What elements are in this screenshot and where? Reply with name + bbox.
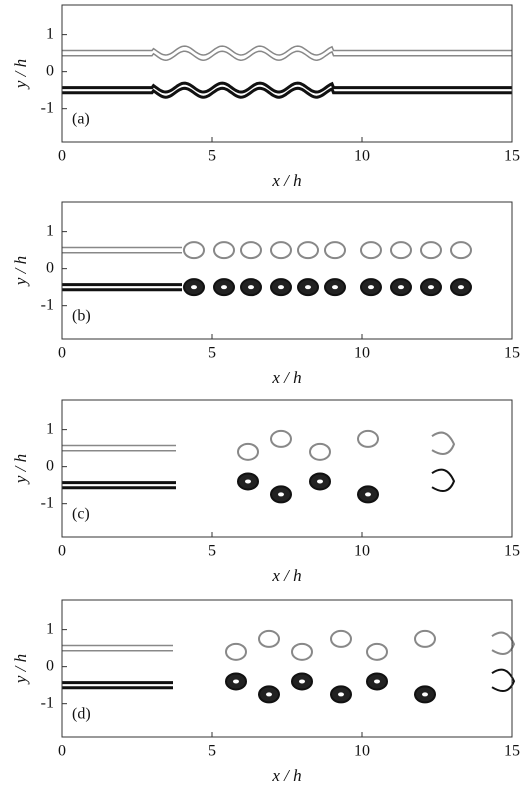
vortex-core — [233, 679, 239, 684]
vortex — [237, 442, 259, 461]
vortex — [309, 442, 331, 461]
vortex — [390, 241, 412, 260]
vortex-core — [248, 285, 254, 290]
x-tick-label: 5 — [208, 543, 216, 560]
plot-frame — [61, 201, 513, 340]
x-tick-label: 15 — [504, 743, 520, 760]
vortex-core — [305, 285, 311, 290]
vortex — [258, 629, 280, 648]
y-axis-label: y / h — [11, 654, 30, 685]
vortex-core — [422, 692, 428, 697]
y-tick-label: 0 — [46, 62, 54, 79]
vortex — [291, 642, 313, 661]
y-tick-label: 0 — [46, 259, 54, 276]
vortex — [414, 629, 436, 648]
vortex-debris — [491, 668, 516, 692]
x-tick-label: 15 — [504, 148, 520, 165]
y-tick-label: 1 — [46, 25, 54, 42]
y-tick-label: 0 — [46, 657, 54, 674]
x-axis-label: x / h — [271, 566, 301, 585]
x-tick-label: 0 — [58, 743, 66, 760]
x-tick-label: 0 — [58, 345, 66, 362]
x-tick-label: 5 — [208, 345, 216, 362]
vortex-debris — [431, 431, 456, 455]
y-tick-label: 0 — [46, 457, 54, 474]
panel-label: (c) — [72, 506, 90, 523]
vortex-core — [332, 285, 338, 290]
vortex — [297, 241, 319, 260]
panel-label: (b) — [72, 308, 91, 325]
vortex-debris — [491, 631, 516, 655]
panel: 0 5 10 15 -1 0 1 x / h y / h (d) — [11, 599, 520, 785]
vortex-debris — [431, 468, 456, 492]
vortex — [240, 241, 262, 260]
vortex-core — [278, 285, 284, 290]
vortex-core — [299, 679, 305, 684]
y-tick-label: 1 — [46, 420, 54, 437]
vortex-core — [245, 479, 251, 484]
plot-frame — [61, 399, 513, 538]
y-tick-label: -1 — [41, 99, 54, 116]
y-axis-label: y / h — [11, 256, 30, 287]
panel: 0 5 10 15 -1 0 1 x / h y / h (b) — [11, 201, 520, 387]
vortex-core — [266, 692, 272, 697]
vortex — [324, 241, 346, 260]
vortex — [213, 241, 235, 260]
vortex — [360, 241, 382, 260]
x-axis-label: x / h — [271, 171, 301, 190]
x-tick-label: 15 — [504, 345, 520, 362]
y-tick-label: -1 — [41, 694, 54, 711]
plot-frame — [61, 4, 513, 143]
vortex-core — [221, 285, 227, 290]
streak — [62, 86, 512, 99]
vortex-core — [368, 285, 374, 290]
x-tick-label: 10 — [354, 543, 370, 560]
streak — [62, 81, 512, 94]
panel-label: (d) — [72, 706, 91, 723]
x-axis-label: x / h — [271, 368, 301, 387]
vortex-core — [428, 285, 434, 290]
plot-frame — [61, 599, 513, 738]
x-axis-label: x / h — [271, 766, 301, 785]
vortex — [330, 629, 352, 648]
vortex-core — [398, 285, 404, 290]
x-tick-label: 15 — [504, 543, 520, 560]
y-axis-label: y / h — [11, 59, 30, 90]
vortex — [183, 241, 205, 260]
vortex-core — [317, 479, 323, 484]
y-tick-label: 1 — [46, 620, 54, 637]
vortex-core — [374, 679, 380, 684]
streak — [62, 50, 512, 61]
vortex-core — [338, 692, 344, 697]
y-tick-label: -1 — [41, 494, 54, 511]
vortex — [420, 241, 442, 260]
vortex — [270, 241, 292, 260]
x-tick-label: 5 — [208, 743, 216, 760]
streak — [62, 45, 512, 56]
vortex — [225, 642, 247, 661]
x-tick-label: 0 — [58, 543, 66, 560]
vortex — [450, 241, 472, 260]
y-tick-label: 1 — [46, 222, 54, 239]
vortex-core — [365, 492, 371, 497]
panel: 0 5 10 15 -1 0 1 x / h y / h (c) — [11, 399, 520, 585]
x-tick-label: 10 — [354, 148, 370, 165]
x-tick-label: 0 — [58, 148, 66, 165]
vortex — [270, 429, 292, 448]
y-axis-label: y / h — [11, 454, 30, 485]
vortex — [357, 429, 379, 448]
x-tick-label: 5 — [208, 148, 216, 165]
vortex — [366, 642, 388, 661]
panel: 0 5 10 15 -1 0 1 x / h y / h (a) — [11, 4, 520, 190]
vortex-core — [278, 492, 284, 497]
panel-label: (a) — [72, 111, 90, 128]
y-tick-label: -1 — [41, 296, 54, 313]
vortex-core — [458, 285, 464, 290]
x-tick-label: 10 — [354, 743, 370, 760]
vortex-core — [191, 285, 197, 290]
x-tick-label: 10 — [354, 345, 370, 362]
